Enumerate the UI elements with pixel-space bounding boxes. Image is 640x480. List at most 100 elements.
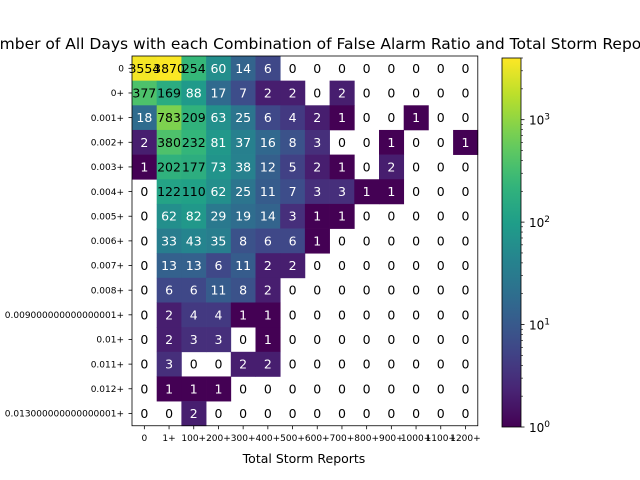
heatmap-cell (206, 80, 232, 106)
heatmap-cell (156, 179, 182, 205)
heatmap-cell (230, 228, 256, 254)
cell-value-label: 0 (289, 357, 297, 372)
cell-value-label: 0 (412, 283, 420, 298)
cell-value-label: 169 (157, 85, 181, 100)
cell-value-label: 110 (182, 184, 206, 199)
cell-value-label: 0 (412, 61, 420, 76)
cell-value-label: 2 (338, 85, 346, 100)
cell-value-label: 2 (289, 258, 297, 273)
cell-value-label: 0 (239, 406, 247, 421)
heatmap-cell (181, 376, 207, 402)
cell-value-label: 6 (289, 233, 297, 248)
x-tick-label: 800+ (354, 434, 379, 444)
cell-value-label: 0 (140, 283, 148, 298)
cell-value-label: 6 (214, 258, 222, 273)
cell-value-label: 1 (214, 381, 222, 396)
colorbar-tick-label: 103 (529, 113, 550, 128)
cell-value-label: 13 (161, 258, 177, 273)
heatmap-cell (280, 80, 306, 106)
cell-value-label: 0 (190, 357, 198, 372)
heatmap-cell (230, 129, 256, 155)
heatmap-cell (156, 376, 182, 402)
cell-value-label: 0 (437, 357, 445, 372)
cell-value-label: 2 (313, 159, 321, 174)
cell-value-label: 0 (363, 209, 371, 224)
heatmap-cell (206, 56, 232, 81)
cell-value-label: 0 (289, 381, 297, 396)
heatmap-cell (280, 253, 306, 279)
cell-value-label: 1 (264, 332, 272, 347)
cell-value-label: 1 (264, 307, 272, 322)
cell-value-label: 0 (461, 307, 469, 322)
y-tick-label: 0.01+ (96, 336, 124, 346)
cell-value-label: 0 (338, 332, 346, 347)
cell-value-label: 0 (461, 381, 469, 396)
cell-value-label: 209 (182, 110, 206, 125)
heatmap-cell (206, 302, 232, 328)
heatmap-cell (181, 302, 207, 328)
heatmap-cell (206, 277, 232, 303)
cell-value-label: 1 (190, 381, 198, 396)
cell-value-label: 35 (210, 233, 226, 248)
x-tick-label: 500+ (280, 434, 305, 444)
cell-value-label: 19 (235, 209, 251, 224)
heatmap-cell (329, 80, 355, 106)
cell-value-label: 5 (289, 159, 297, 174)
cell-value-label: 0 (214, 406, 222, 421)
colorbar-tick-label: 102 (529, 215, 550, 230)
cell-value-label: 6 (264, 233, 272, 248)
cell-value-label: 14 (260, 209, 276, 224)
x-tick-label: 700+ (330, 434, 355, 444)
heatmap-cell (156, 351, 182, 377)
x-tick-label: 1000+ (401, 434, 431, 444)
heatmap-cell (206, 105, 232, 131)
cell-value-label: 17 (210, 85, 226, 100)
heatmap-cell (255, 277, 281, 303)
colorbar-ticks: 100 101 102 103 (521, 57, 550, 435)
cell-value-label: 0 (289, 307, 297, 322)
heatmap-cell (255, 228, 281, 254)
cell-value-label: 1 (165, 381, 173, 396)
cell-value-label: 1 (338, 209, 346, 224)
x-tick-label: 900+ (379, 434, 404, 444)
heatmap-cell (181, 228, 207, 254)
cell-value-label: 7 (239, 85, 247, 100)
heatmap-cell (280, 179, 306, 205)
heatmap-cell (280, 129, 306, 155)
cell-value-label: 43 (186, 233, 202, 248)
y-tick-label: 0.011+ (91, 360, 124, 370)
cell-value-label: 0 (412, 332, 420, 347)
cell-value-label: 2 (165, 307, 173, 322)
cell-value-label: 0 (313, 85, 321, 100)
heatmap-cell (132, 56, 158, 81)
cell-value-label: 0 (412, 357, 420, 372)
cell-value-label: 0 (140, 381, 148, 396)
cell-value-label: 0 (140, 357, 148, 372)
cell-value-label: 0 (140, 184, 148, 199)
heatmap-cell (255, 327, 281, 353)
cell-value-label: 3 (313, 184, 321, 199)
cell-value-label: 0 (437, 110, 445, 125)
heatmap-cell (379, 154, 405, 180)
cell-value-label: 0 (412, 159, 420, 174)
cell-value-label: 0 (140, 209, 148, 224)
cell-value-label: 16 (260, 135, 276, 150)
cell-value-label: 11 (235, 258, 251, 273)
cell-value-label: 3 (313, 135, 321, 150)
cell-value-label: 3870 (153, 61, 185, 76)
heatmap-cell (132, 80, 158, 106)
heatmap-cell (206, 376, 232, 402)
cell-value-label: 0 (140, 307, 148, 322)
heatmap-cell (230, 203, 256, 229)
heatmap-cell (156, 277, 182, 303)
cell-value-label: 60 (210, 61, 226, 76)
heatmap-cell (132, 154, 158, 180)
cell-value-label: 0 (338, 381, 346, 396)
cell-value-label: 2 (264, 357, 272, 372)
cell-value-label: 0 (363, 357, 371, 372)
heatmap-cell (156, 228, 182, 254)
cell-value-label: 2 (289, 85, 297, 100)
cell-value-label: 0 (437, 135, 445, 150)
cell-value-label: 18 (136, 110, 152, 125)
cell-value-label: 1 (239, 307, 247, 322)
